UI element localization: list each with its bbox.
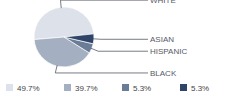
legend-label: 39.7% [75, 84, 98, 93]
chart: WHITE BLACK HISPANIC ASIAN 49.7% 39.7% 5.3% 5.3… [0, 0, 240, 100]
leader-line [60, 0, 148, 8]
pie-slice [64, 34, 94, 44]
slice-label: BLACK [150, 69, 177, 78]
legend-swatch [180, 84, 187, 91]
leader-line [93, 38, 148, 39]
slice-label: HISPANIC [150, 47, 187, 56]
slice-labels: WHITE BLACK HISPANIC ASIAN [55, 0, 187, 78]
pie [34, 7, 94, 67]
slice-label: ASIAN [150, 35, 174, 44]
slice-label: WHITE [150, 0, 176, 5]
legend-label: 49.7% [17, 84, 40, 93]
legend-label: 5.3% [133, 84, 151, 93]
leader-line [55, 65, 148, 73]
legend-swatch [64, 84, 71, 91]
legend-swatch [122, 84, 129, 91]
legend-label: 5.3% [191, 84, 209, 93]
legend: 49.7% 39.7% 5.3% 5.3% [6, 84, 209, 93]
legend-swatch [6, 84, 13, 91]
leader-line [91, 48, 148, 51]
